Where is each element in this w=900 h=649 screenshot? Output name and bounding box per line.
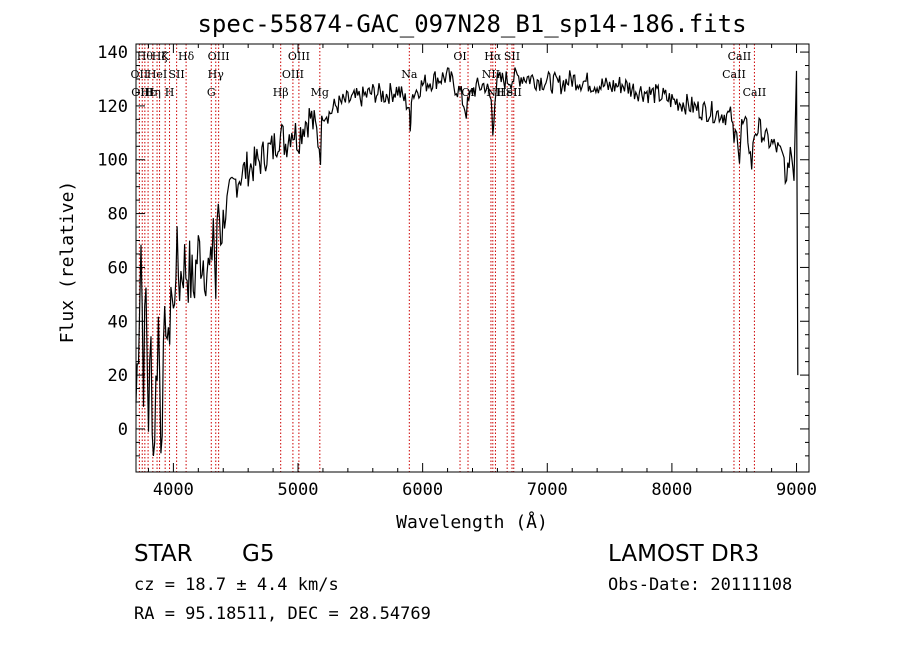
- line-label-OIII: OIII: [131, 86, 153, 99]
- x-tick-label: 5000: [278, 480, 319, 500]
- line-label-SII: SII: [504, 50, 520, 63]
- y-tick-label: 120: [97, 97, 128, 117]
- y-axis-label: Flux (relative): [57, 181, 78, 344]
- object-subclass: G5: [242, 541, 275, 567]
- line-label-Mg: Mg: [311, 86, 329, 99]
- emission-line-markers: [138, 44, 755, 472]
- line-label-CaII: CaII: [728, 50, 752, 63]
- line-label-Hη: Hη: [145, 86, 161, 99]
- y-tick-label: 40: [108, 312, 128, 332]
- line-label-OIII: OIII: [282, 68, 304, 81]
- x-axis: 4000 5000 6000 7000 8000 9000: [147, 44, 817, 500]
- spectrum-series-line: [135, 67, 799, 457]
- y-tick-label: 60: [108, 258, 128, 278]
- line-label-Hδ: Hδ: [178, 50, 195, 63]
- line-label-HeI: HeI: [497, 86, 517, 99]
- line-label-OIII: OIII: [208, 50, 230, 63]
- line-label-Hθ: Hθ: [137, 50, 154, 63]
- line-label-Hζ: Hζ: [152, 50, 168, 63]
- x-tick-label: 7000: [527, 480, 568, 500]
- x-tick-label: 4000: [153, 480, 194, 500]
- line-label-H: H: [165, 86, 175, 99]
- line-label-Hγ: Hγ: [208, 68, 225, 81]
- plot-frame: [135, 43, 810, 473]
- line-label-K: K: [161, 50, 170, 63]
- line-label-Hα: Hα: [484, 50, 502, 63]
- y-tick-label: 80: [108, 205, 128, 225]
- chart-title: spec-55874-GAC_097N28_B1_sp14-186.fits: [197, 10, 746, 38]
- y-tick-label: 140: [97, 43, 128, 63]
- line-label-NII: NII: [482, 68, 500, 81]
- line-label-OII: OII: [131, 68, 149, 81]
- line-label-NII: NII: [486, 86, 504, 99]
- x-axis-label: Wavelength (Å): [396, 511, 548, 533]
- line-label-OI: OI: [453, 50, 466, 63]
- coordinates: RA = 95.18511, DEC = 28.54769: [134, 604, 431, 624]
- line-label-CaII: CaII: [743, 86, 767, 99]
- obs-date: Obs-Date: 20111108: [608, 575, 793, 595]
- y-tick-label: 0: [118, 420, 128, 440]
- y-tick-label: 100: [97, 151, 128, 171]
- redshift-readout: cz = 18.7 ± 4.4 km/s: [134, 575, 339, 595]
- line-label-Hε: Hε: [140, 86, 156, 99]
- x-tick-label: 6000: [402, 480, 443, 500]
- y-tick-label: 20: [108, 366, 128, 386]
- y-axis: 0 20 40 60 80 100 120 140: [97, 43, 809, 457]
- line-label-Hβ: Hβ: [273, 86, 289, 99]
- line-label-SII: SII: [506, 86, 522, 99]
- x-tick-label: 9000: [776, 480, 817, 500]
- line-label-SII: SII: [169, 68, 185, 81]
- survey-name: LAMOST DR3: [608, 541, 760, 567]
- line-label-HeI: HeI: [147, 68, 167, 81]
- line-label-Na: Na: [401, 68, 418, 81]
- x-tick-label: 8000: [651, 480, 692, 500]
- line-label-G: G: [207, 86, 216, 99]
- line-label-OIII: OIII: [288, 50, 310, 63]
- object-class: STAR: [134, 541, 193, 567]
- line-label-CaII: CaII: [722, 68, 746, 81]
